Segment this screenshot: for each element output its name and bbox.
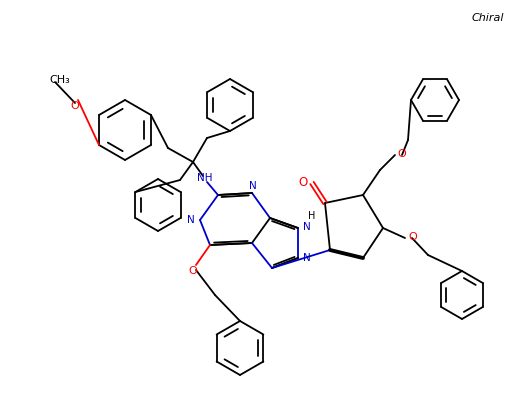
Text: CH₃: CH₃ [49,75,70,85]
Text: O: O [298,176,308,189]
Text: O: O [408,232,417,242]
Text: N: N [303,253,311,263]
Text: O: O [70,101,79,111]
Text: N: N [187,215,195,225]
Text: NH: NH [197,173,213,183]
Text: H: H [308,211,316,221]
Text: N: N [249,181,257,191]
Text: O: O [188,266,197,276]
Text: N: N [303,222,311,232]
Text: Chiral: Chiral [472,13,504,23]
Text: O: O [397,149,406,159]
